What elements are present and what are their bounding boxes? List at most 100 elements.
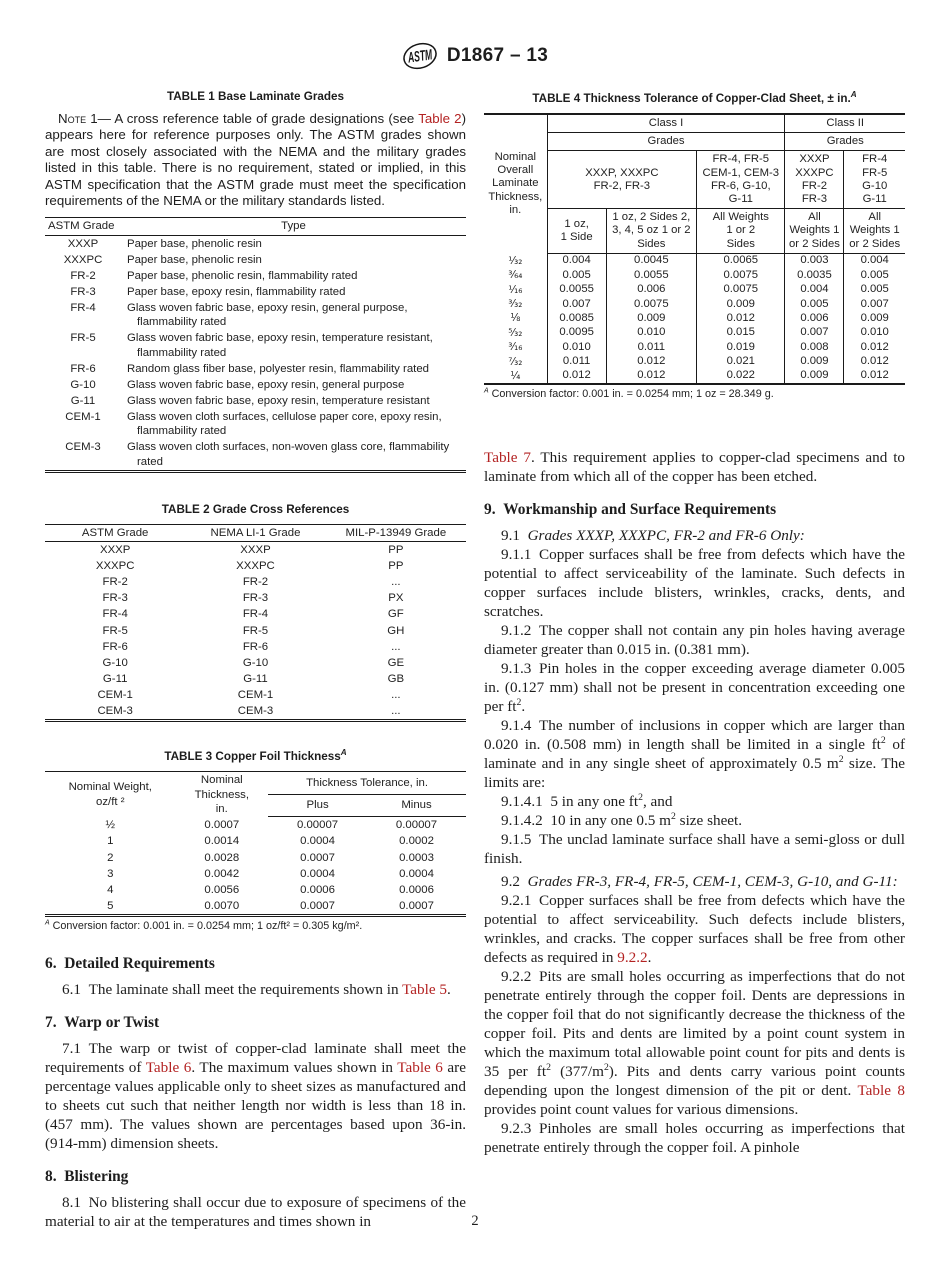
table-cell: Paper base, phenolic resin (127, 237, 262, 250)
table-cell: 0.005 (784, 296, 844, 312)
text-segment: , and (642, 792, 673, 810)
table-row: 3 0.0042 0.0004 0.0004 (45, 866, 466, 882)
table-cell: ¼ (510, 370, 521, 383)
text-segment: 9.1.3 Pin holes in the copper exceeding … (484, 659, 905, 715)
table-3-block: TABLE 3 Copper Foil ThicknessA Nominal W… (45, 748, 466, 933)
table-cell: 0.022 (696, 368, 785, 385)
table-cell: ³⁄₆₄ (508, 269, 523, 282)
table-cell: 0.008 (784, 340, 844, 355)
table-row: FR-4 Glass woven fabric base, epoxy resin… (45, 300, 466, 330)
table-cell: FR-6 (102, 640, 128, 653)
table-cell: ¹⁄₁₆ (508, 283, 523, 296)
column-header: Class I (546, 113, 785, 134)
table-2-grade-cross-references: ASTM Grade NEMA LI-1 Grade MIL-P-13949 G… (45, 523, 466, 723)
column-header: Nominal Weight, oz/ft ² (68, 781, 152, 808)
table-cell: GE (387, 656, 405, 669)
table-cell: CEM-3 (97, 705, 133, 718)
table-cell: 1 (107, 835, 114, 848)
table-2-block: TABLE 2 Grade Cross References ASTM Grad… (45, 503, 466, 723)
table-row: ³⁄₁₆ 0.010 0.011 0.019 0.008 0.012 (484, 340, 905, 355)
table-cell: 0.0003 (399, 851, 434, 864)
table-cell: Paper base, epoxy resin, flammability ra… (127, 286, 346, 299)
table-cell: CEM-1 (65, 411, 101, 424)
table-cell: XXXP (67, 237, 99, 250)
text-segment: 2 (516, 696, 522, 708)
table-cell: 0.012 (843, 354, 905, 369)
table-cell: 0.004 (784, 282, 844, 297)
text-segment: ). Pits and dents carry various point co… (484, 1062, 905, 1099)
text-segment: A (484, 387, 489, 395)
section-8-heading: 8. Blistering (45, 1167, 129, 1185)
table-row: ⁵⁄₃₂ 0.0095 0.010 0.015 0.007 0.010 (484, 325, 905, 341)
table-3-footnote-marker: A (340, 748, 347, 758)
reference-link[interactable]: Table 5 (402, 980, 447, 998)
table-cell: 0.015 (696, 325, 785, 341)
table-cell: PP (388, 560, 404, 573)
reference-link[interactable]: 9.2.2 (617, 948, 648, 966)
table-cell: 5 (107, 899, 114, 912)
table-cell: ... (391, 576, 401, 589)
text-segment: A (45, 919, 50, 927)
column-header: 1 oz, 2 Sides 2, 3, 4, 5 oz 1 or 2 Sides (605, 208, 697, 254)
reference-link[interactable]: Table 2 (418, 111, 462, 127)
text-segment: 6.1 The laminate shall meet the requirem… (62, 980, 403, 998)
table-cell: 0.0035 (784, 268, 844, 283)
text-segment: 2 (603, 1061, 609, 1073)
column-header: ASTM Grade (45, 217, 121, 236)
table-cell: GH (387, 624, 405, 637)
table-cell: 0.0075 (605, 296, 697, 312)
paragraph-9-1-1: 9.1.1 Copper surfaces shall be free from… (484, 545, 905, 621)
table-cell: 0.005 (843, 268, 905, 283)
table-cell: G-11 (70, 395, 96, 408)
text-segment: 9.1.4 The number of inclusions in copper… (484, 716, 905, 753)
table-row: FR-4 FR-4 GF (45, 606, 466, 622)
text-segment: 1— A cross reference table of grade desi… (86, 111, 419, 127)
table-cell: Glass woven cloth surfaces, non-woven gl… (127, 441, 450, 468)
table-cell: 0.009 (784, 368, 844, 385)
reference-link[interactable]: Table 6 (397, 1058, 443, 1076)
text-segment: . (447, 980, 451, 998)
table-cell: PX (388, 592, 404, 605)
svg-text:ASTM: ASTM (406, 47, 433, 66)
section-9-heading: 9. Workmanship and Surface Requirements (484, 500, 777, 518)
table-4-block: TABLE 4 Thickness Tolerance of Copper-Cl… (484, 90, 905, 402)
table-cell: 0.0004 (300, 867, 335, 880)
reference-link[interactable]: Table 8 (857, 1081, 905, 1099)
table-4-thickness-tolerance: Nominal Overall Laminate Thickness, in. … (484, 112, 905, 386)
text-segment: 9.2 (501, 872, 528, 890)
table-cell: 0.0070 (204, 899, 240, 912)
table-cell: 0.0056 (204, 883, 240, 896)
column-header: All Weights 1 or 2 Sides (696, 208, 785, 254)
paragraph-7-1: 7.1 The warp or twist of copper-clad lam… (45, 1039, 466, 1153)
text-segment: of laminate and in any single sheet of a… (484, 735, 906, 772)
table-row: CEM-1 Glass woven cloth surfaces, cellulo… (45, 409, 466, 439)
reference-link[interactable]: Table 6 (145, 1058, 192, 1076)
table-cell: CEM-1 (237, 689, 274, 702)
reference-link[interactable]: Table 7 (484, 448, 531, 466)
table-cell: GF (387, 608, 404, 621)
table-cell: 0.0004 (399, 867, 434, 880)
table-cell: FR-4 (242, 608, 269, 621)
text-segment: provides point count values for various … (484, 1100, 799, 1118)
table-cell: 0.004 (843, 253, 905, 269)
table-cell: Paper base, phenolic resin (127, 253, 262, 266)
column-header: Plus (268, 794, 368, 818)
table-cell: 0.007 (546, 296, 607, 312)
table-cell: FR-4 (102, 608, 128, 621)
paragraph-9-1-4-2: 9.1.4.2 10 in any one 0.5 m2 size sheet. (484, 811, 905, 830)
column-header: Thickness Tolerance, in. (268, 771, 466, 795)
table-row: XXXP Paper base, phenolic resin (45, 235, 466, 252)
table-cell: 0.005 (843, 282, 905, 297)
table-cell: 0.0055 (546, 282, 607, 297)
text-segment: ) appears here for reference purposes on… (45, 111, 466, 209)
table-row: ³⁄₃₂ 0.007 0.0075 0.009 0.005 0.007 (484, 296, 905, 312)
table-cell: GB (387, 673, 405, 686)
table-row: ⅛ 0.0085 0.009 0.012 0.006 0.009 (484, 311, 905, 326)
column-header: 1 oz, 1 Side (546, 208, 607, 254)
table-cell: 3 (107, 867, 114, 880)
table-cell: XXXP (240, 543, 271, 556)
text-segment: Conversion factor: 0.001 in. = 0.0254 mm… (488, 388, 774, 401)
table-row: ½ 0.0007 0.00007 0.00007 (45, 817, 466, 834)
table-cell: 0.0002 (399, 835, 434, 848)
